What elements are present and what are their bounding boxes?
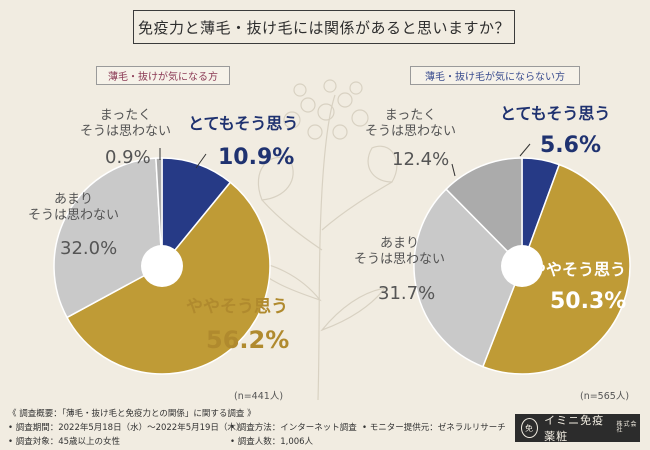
- survey-footer: 《 調査概要：「薄毛・抜け毛と免疫力との関係」に関する調査 》 • 調査期間：2…: [0, 405, 650, 450]
- footer-provider: • モニター提供元：ゼネラルリサーチ: [362, 423, 506, 433]
- left-chart-tag: 薄毛・抜けが気になる方: [96, 66, 230, 85]
- footer-method: • 調査方法：インターネット調査: [230, 423, 357, 433]
- left-pct-yaya: 56.2%: [206, 326, 290, 354]
- right-pct-mattaku: 12.4%: [392, 149, 450, 170]
- footer-count: • 調査人数：1,006人: [230, 437, 314, 447]
- chart-title: 免疫力と薄毛・抜け毛には関係があると思いますか？: [133, 10, 515, 44]
- right-leader-mattaku: [451, 163, 456, 177]
- right-leader-totemo: [519, 143, 531, 157]
- left-pie-center: [141, 245, 183, 287]
- left-label-amari-line2: そうは思わない: [28, 208, 120, 224]
- right-label-mattaku-line2: そうは思わない: [365, 124, 457, 140]
- chart-title-text: 免疫力と薄毛・抜け毛には関係があると思いますか？: [137, 18, 510, 37]
- brand-logo-small: 株式会社: [616, 421, 638, 434]
- brand-logo: 免 イミニ免疫薬粧 株式会社: [515, 414, 640, 443]
- right-pie-slice-1: [481, 163, 631, 375]
- brand-logo-text: イミニ免疫薬粧: [544, 414, 605, 443]
- left-pct-mattaku: 0.9%: [105, 147, 151, 168]
- left-label-amari: あまり そうは思わない: [28, 192, 119, 225]
- right-label-amari: あまり そうは思わない: [354, 236, 445, 269]
- left-label-amari-line1: あまり: [54, 192, 94, 207]
- left-leader-totemo: [195, 153, 207, 169]
- left-pct-amari: 32.0%: [60, 238, 118, 259]
- right-pie-center: [501, 245, 543, 287]
- right-label-mattaku: まったく そうは思わない: [365, 108, 456, 141]
- left-pct-totemo: 10.9%: [218, 145, 295, 170]
- right-pct-yaya: 50.3%: [550, 289, 627, 314]
- left-label-mattaku-line2: そうは思わない: [80, 124, 172, 140]
- right-label-amari-line2: そうは思わない: [354, 252, 446, 268]
- left-n-label: (n=441人): [234, 391, 284, 402]
- footer-summary: 《 調査概要：「薄毛・抜け毛と免疫力との関係」に関する調査 》: [8, 409, 256, 419]
- right-chart-tag-text: 薄毛・抜け毛が気にならない方: [425, 72, 565, 83]
- right-pie-slice-3: [445, 157, 523, 268]
- right-label-yaya: ややそう思う: [530, 260, 627, 279]
- footer-period: • 調査期間：2022年5月18日（水）～2022年5月19日（木）: [8, 423, 245, 433]
- brand-logo-mark: 免: [521, 418, 539, 438]
- right-chart-tag: 薄毛・抜け毛が気にならない方: [410, 66, 580, 85]
- right-pct-amari: 31.7%: [378, 283, 436, 304]
- right-label-mattaku-line1: まったく: [384, 108, 437, 123]
- right-n-label: (n=565人): [580, 391, 630, 402]
- left-pie-slice-2: [53, 157, 163, 319]
- left-pie-slice-3: [155, 157, 163, 267]
- right-pie-slice-2: [413, 188, 523, 368]
- left-chart-tag-text: 薄毛・抜けが気になる方: [108, 72, 218, 83]
- right-label-amari-line1: あまり: [380, 236, 420, 251]
- left-label-totemo: とてもそう思う: [188, 114, 299, 133]
- right-pct-totemo: 5.6%: [540, 133, 602, 158]
- left-label-yaya: ややそう思う: [186, 297, 288, 317]
- left-label-mattaku-line1: まったく: [99, 108, 152, 123]
- right-label-totemo: とてもそう思う: [500, 104, 611, 123]
- left-label-mattaku: まったく そうは思わない: [80, 108, 171, 141]
- footer-target: • 調査対象：45歳以上の女性: [8, 437, 121, 447]
